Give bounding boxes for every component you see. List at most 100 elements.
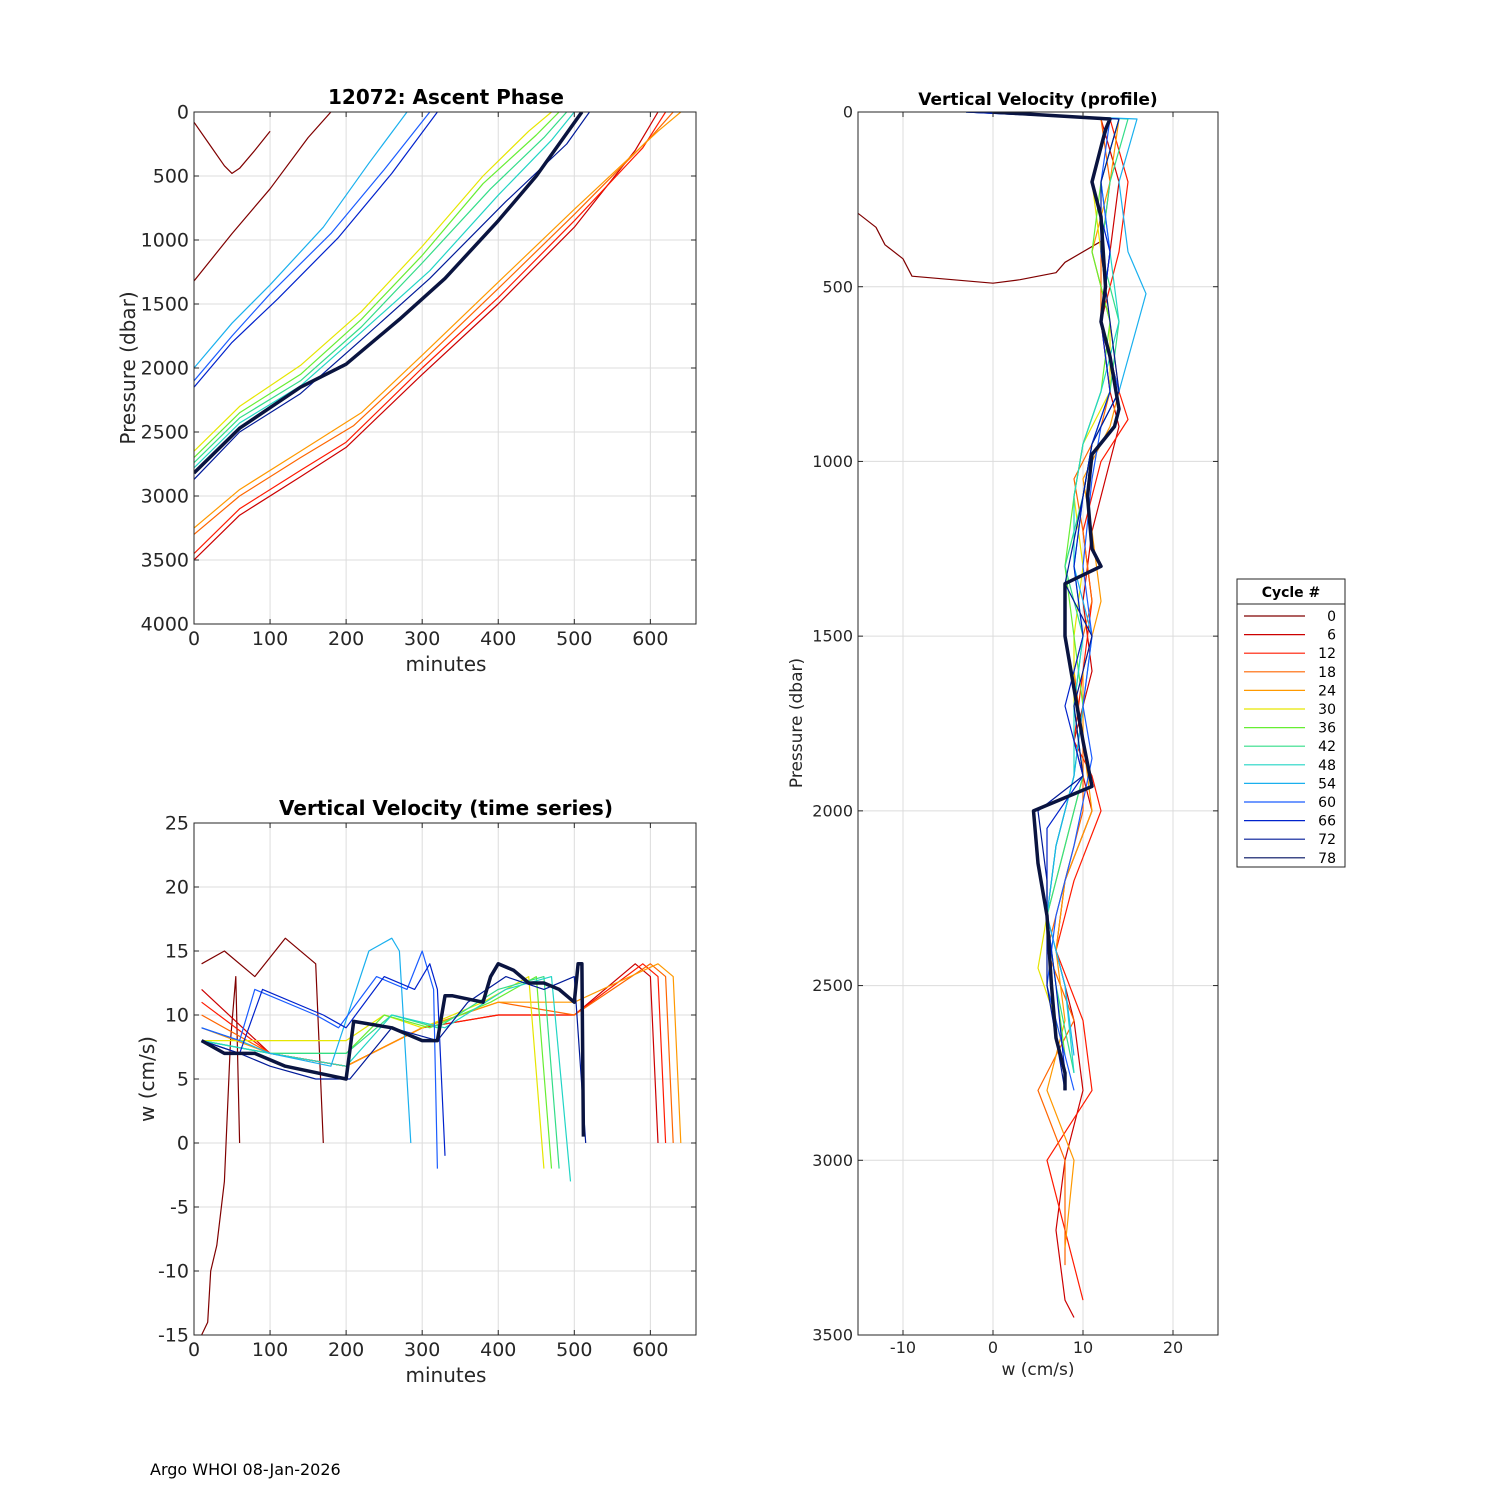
ascent-y-tick-label: 2000 <box>141 358 189 380</box>
timeseries-x-tick-label: 200 <box>328 1339 364 1361</box>
ascent-y-tick-label: 3000 <box>141 486 189 508</box>
timeseries-series-cycle-36-line <box>201 975 553 1169</box>
profile-grid <box>858 111 1218 1336</box>
profile-y-tick-label: 3500 <box>812 1326 853 1345</box>
legend-title: Cycle # <box>1262 585 1321 601</box>
timeseries-grid <box>193 822 696 1336</box>
ascent-series-cycle-6-line <box>194 112 659 561</box>
timeseries-y-tick-label: 10 <box>165 1005 189 1027</box>
timeseries-y-tick-label: 5 <box>177 1069 189 1091</box>
timeseries-series-cycle-0-line <box>201 937 324 1144</box>
ascent-y-tick-label: 1000 <box>141 230 189 252</box>
ascent-series <box>194 112 682 561</box>
ascent-chart: 12072: Ascent Phase 0 100 200 300 400 500 6000… <box>116 85 697 676</box>
timeseries-series-cycle-72-line <box>201 975 587 1144</box>
profile-y-tick-label: 2000 <box>812 801 853 820</box>
timeseries-x-tick-label: 100 <box>252 1339 288 1361</box>
ascent-series-cycle-30-line <box>194 112 552 452</box>
legend-label-cycle-30: 30 <box>1318 702 1336 718</box>
profile-y-tick-label: 2500 <box>812 976 853 995</box>
timeseries-series-cycle-60-line <box>201 950 438 1169</box>
legend-label-cycle-18: 18 <box>1318 665 1336 681</box>
timeseries-chart: Vertical Velocity (time series) 0 100 200 3… <box>135 796 697 1387</box>
profile-ticks: -10 0 10 20 0 500 1000 1500 2000 2500 3000 3500 <box>812 103 1218 1357</box>
profile-x-tick-label: 20 <box>1163 1338 1183 1357</box>
profile-y-axis-label: Pressure (dbar) <box>787 658 807 788</box>
ascent-series-cycle-72-line <box>194 112 590 480</box>
ascent-series-cycle-36-line <box>194 112 560 459</box>
ascent-series-cycle-60-line <box>194 112 431 382</box>
legend-label-cycle-48: 48 <box>1318 758 1336 774</box>
timeseries-y-tick-label: 25 <box>165 813 189 835</box>
ascent-x-axis-label: minutes <box>406 652 487 676</box>
timeseries-x-tick-label: 500 <box>556 1339 592 1361</box>
timeseries-series-cycle-30-line <box>201 975 545 1169</box>
ascent-x-tick-label: 0 <box>188 628 200 650</box>
ascent-series-cycle-24-line <box>194 112 682 529</box>
ascent-x-tick-label: 100 <box>252 628 288 650</box>
ascent-y-tick-label: 2500 <box>141 422 189 444</box>
timeseries-chart-title: Vertical Velocity (time series) <box>279 796 613 820</box>
ascent-x-tick-label: 200 <box>328 628 364 650</box>
timeseries-y-tick-label: 0 <box>177 1133 189 1155</box>
profile-series-cycle-60-line <box>965 112 1120 1091</box>
ascent-x-tick-label: 300 <box>404 628 440 650</box>
ascent-x-tick-label: 500 <box>556 628 592 650</box>
profile-series-cycle-66-line <box>965 112 1111 1073</box>
timeseries-x-tick-label: 600 <box>632 1339 668 1361</box>
timeseries-x-tick-label: 300 <box>404 1339 440 1361</box>
profile-series <box>858 112 1147 1318</box>
timeseries-series-cycle-0-line <box>201 975 241 1335</box>
ascent-chart-title: 12072: Ascent Phase <box>328 85 564 109</box>
timeseries-x-tick-label: 400 <box>480 1339 516 1361</box>
ascent-series-cycle-12-line <box>194 112 667 555</box>
timeseries-ticks: 0 100 200 300 400 500 600 -15 -10 -5 0 5 10 15 20 25 <box>158 813 696 1361</box>
profile-y-tick-label: 3000 <box>812 1151 853 1170</box>
profile-y-tick-label: 500 <box>822 277 853 296</box>
ascent-x-tick-label: 600 <box>632 628 668 650</box>
ascent-y-tick-label: 1500 <box>141 294 189 316</box>
timeseries-y-tick-label: -10 <box>158 1261 189 1283</box>
profile-series-cycle-0-line <box>858 212 1102 284</box>
legend-label-cycle-54: 54 <box>1318 776 1336 792</box>
ascent-series-cycle-18-line <box>194 112 674 535</box>
timeseries-y-tick-label: -5 <box>170 1197 189 1219</box>
ascent-series-cycle-66-line <box>194 112 438 388</box>
timeseries-series-cycle-78-line <box>200 962 586 1137</box>
legend-label-cycle-42: 42 <box>1318 739 1336 755</box>
legend-label-cycle-78: 78 <box>1318 851 1336 867</box>
ascent-series-cycle-0-line <box>194 121 271 174</box>
ascent-y-tick-label: 4000 <box>141 614 189 636</box>
timeseries-series-cycle-66-line <box>201 963 446 1156</box>
ascent-series-cycle-78-line <box>194 112 584 475</box>
legend: Cycle # 0 6 12 18 24 30 36 42 48 54 60 66 72 78 <box>1236 578 1346 868</box>
timeseries-y-tick-label: -15 <box>158 1325 189 1347</box>
legend-label-cycle-12: 12 <box>1318 646 1336 662</box>
profile-axes-box <box>857 111 1219 1336</box>
legend-label-cycle-72: 72 <box>1318 832 1336 848</box>
profile-x-axis-label: w (cm/s) <box>1001 1360 1074 1380</box>
ascent-series-cycle-0-line <box>194 112 332 282</box>
profile-series-cycle-78-line <box>992 112 1121 1091</box>
timeseries-x-tick-label: 0 <box>188 1339 200 1361</box>
legend-label-cycle-66: 66 <box>1318 814 1336 830</box>
ascent-y-tick-label: 500 <box>153 166 189 188</box>
legend-label-cycle-0: 0 <box>1327 609 1336 625</box>
footer-credit: Argo WHOI 08-Jan-2026 <box>150 1460 341 1479</box>
timeseries-series-cycle-42-line <box>201 975 560 1169</box>
profile-series-cycle-42-line <box>983 112 1129 1074</box>
ascent-series-cycle-42-line <box>194 112 568 464</box>
legend-label-cycle-36: 36 <box>1318 721 1336 737</box>
profile-x-tick-label: 10 <box>1073 1338 1093 1357</box>
profile-y-tick-label: 1500 <box>812 627 853 646</box>
timeseries-x-axis-label: minutes <box>406 1363 487 1387</box>
legend-entries: 0 6 12 18 24 30 36 42 48 54 60 66 72 78 <box>1244 609 1336 867</box>
profile-chart: Vertical Velocity (profile) -10 0 10 20 0 500… <box>787 90 1219 1380</box>
profile-x-tick-label: 0 <box>988 1338 998 1357</box>
timeseries-y-axis-label: w (cm/s) <box>135 1036 159 1122</box>
profile-y-tick-label: 1000 <box>812 452 853 471</box>
profile-x-tick-label: -10 <box>890 1338 916 1357</box>
profile-series-cycle-6-line <box>983 112 1120 1318</box>
timeseries-series <box>200 937 682 1335</box>
